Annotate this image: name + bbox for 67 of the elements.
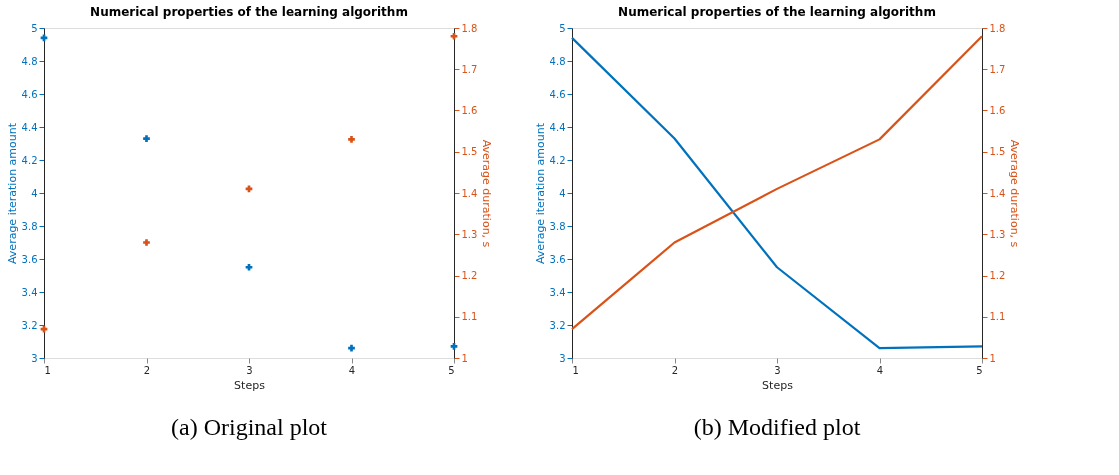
y-tick-label: 4.2 — [21, 154, 38, 166]
y2-tick-label: 1.4 — [989, 187, 1006, 199]
y2-tick-label: 1.1 — [989, 311, 1006, 323]
y2-tick-label: 1.2 — [989, 270, 1006, 281]
x-axis-title: Steps — [762, 378, 794, 392]
y2-axis-title: Average duration, s — [1008, 139, 1022, 248]
y2-tick-label: 1.7 — [989, 63, 1006, 75]
y2-tick-label: 1 — [989, 352, 996, 364]
y-tick-label: 4 — [31, 187, 38, 199]
y-tick-label: 3 — [31, 352, 38, 364]
x-tick-label: 4 — [348, 364, 356, 376]
y-tick-label: 3.8 — [21, 220, 38, 232]
y-tick-label: 3.4 — [21, 286, 38, 298]
y2-tick-label: 1.7 — [461, 63, 478, 75]
x-tick-label: 3 — [246, 364, 253, 376]
x-tick-label: 3 — [774, 364, 781, 376]
y-axis-title: Average iteration amount — [533, 122, 547, 265]
y2-tick-label: 1 — [461, 352, 468, 364]
y-tick-label: 3.2 — [549, 319, 566, 331]
y-tick-label: 4.8 — [549, 55, 566, 67]
y-tick-label: 3.2 — [21, 319, 38, 331]
y-tick-label: 4.6 — [549, 88, 566, 100]
y2-tick-label: 1.5 — [461, 146, 478, 158]
x-tick-label: 5 — [448, 364, 455, 376]
y2-tick-label: 1.4 — [461, 187, 478, 199]
y-tick-label: 3.6 — [21, 253, 38, 265]
x-tick-label: 1 — [572, 364, 579, 376]
y-tick-label: 3.8 — [549, 220, 566, 232]
y2-tick-label: 1.3 — [461, 228, 478, 240]
x-tick-label: 2 — [143, 364, 151, 376]
y2-tick-label: 1.5 — [989, 146, 1006, 158]
x-tick-label: 4 — [876, 364, 884, 376]
y-axis-title: Average iteration amount — [5, 122, 19, 265]
chart-title: Numerical properties of the learning algorithm — [90, 5, 408, 19]
point — [143, 239, 150, 246]
x-tick-label: 5 — [976, 364, 983, 376]
y2-axis-title: Average duration, s — [480, 139, 494, 248]
x-tick-label: 2 — [671, 364, 679, 376]
y-tick-label: 5 — [559, 22, 566, 34]
y-tick-label: 4 — [559, 187, 566, 199]
point — [143, 135, 150, 142]
point — [348, 136, 355, 143]
y-tick-label: 4.4 — [21, 121, 38, 133]
y-tick-label: 4.8 — [21, 55, 38, 67]
y2-tick-label: 1.6 — [989, 105, 1006, 116]
chart-title: Numerical properties of the learning algorithm — [618, 5, 936, 19]
y2-tick-label: 1.3 — [989, 228, 1006, 240]
point — [245, 263, 253, 271]
y2-tick-label: 1.6 — [461, 105, 478, 116]
text: (a) Original plot — [171, 414, 328, 440]
point — [450, 32, 458, 40]
y-tick-label: 3 — [559, 352, 566, 364]
point — [348, 344, 355, 352]
x-axis-title: Steps — [234, 378, 266, 392]
y-tick-label: 3.6 — [549, 253, 566, 265]
text: (b) Modified plot — [693, 414, 861, 440]
y-tick-label: 5 — [31, 22, 38, 34]
y-tick-label: 4.6 — [21, 88, 38, 100]
x-tick-label: 1 — [44, 364, 51, 376]
y2-tick-label: 1.1 — [461, 311, 478, 323]
y2-tick-label: 1.8 — [461, 22, 478, 34]
y2-tick-label: 1.2 — [461, 270, 478, 281]
point — [450, 343, 458, 350]
y-tick-label: 4.2 — [549, 154, 566, 166]
y-tick-label: 4.4 — [549, 121, 566, 133]
y-tick-label: 3.4 — [549, 286, 566, 298]
y2-tick-label: 1.8 — [989, 22, 1006, 34]
